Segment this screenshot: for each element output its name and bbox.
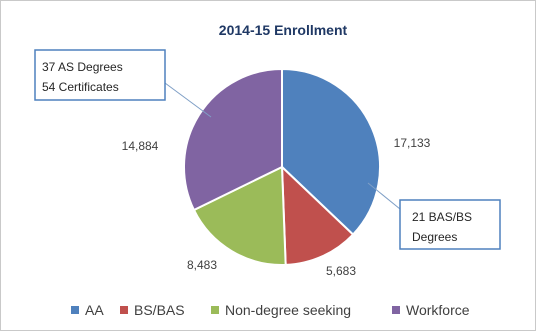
data-label-non-degree: 8,483 xyxy=(187,258,217,272)
callout-aa: 21 BAS/BS Degrees xyxy=(367,182,501,250)
slice-non-degree xyxy=(192,165,287,266)
legend-swatch-workforce xyxy=(392,306,400,314)
slice-bs-bas xyxy=(280,164,355,266)
callout-box xyxy=(399,199,501,250)
legend-label-bs-bas: BS/BAS xyxy=(134,302,185,318)
legend-label-non-degree: Non-degree seeking xyxy=(225,302,351,318)
slice-workforce xyxy=(183,67,283,212)
callout-line-1: 21 BAS/BS xyxy=(412,210,472,224)
callout-box xyxy=(34,49,166,101)
chart-title: 2014-15 Enrollment xyxy=(219,22,348,38)
slice-aa xyxy=(281,67,381,236)
callout-line-2: Degrees xyxy=(412,230,457,244)
legend-swatch-non-degree xyxy=(211,306,219,314)
callout-line-2: 54 Certificates xyxy=(42,80,119,94)
callout-line-1: 37 AS Degrees xyxy=(42,60,123,74)
legend-label-aa: AA xyxy=(85,302,104,318)
callout-leader-line xyxy=(164,82,212,118)
data-label-bs-bas: 5,683 xyxy=(326,264,356,278)
data-label-aa: 17,133 xyxy=(394,136,431,150)
pie-slices xyxy=(183,67,381,266)
data-label-workforce: 14,884 xyxy=(122,139,159,153)
legend-swatch-bs-bas xyxy=(120,306,128,314)
legend-label-workforce: Workforce xyxy=(406,302,470,318)
callout-workforce: 37 AS Degrees 54 Certificates xyxy=(34,49,212,118)
legend-swatch-aa xyxy=(71,306,79,314)
callout-leader-line xyxy=(367,182,401,210)
legend: AA BS/BAS Non-degree seeking Workforce xyxy=(71,302,470,318)
